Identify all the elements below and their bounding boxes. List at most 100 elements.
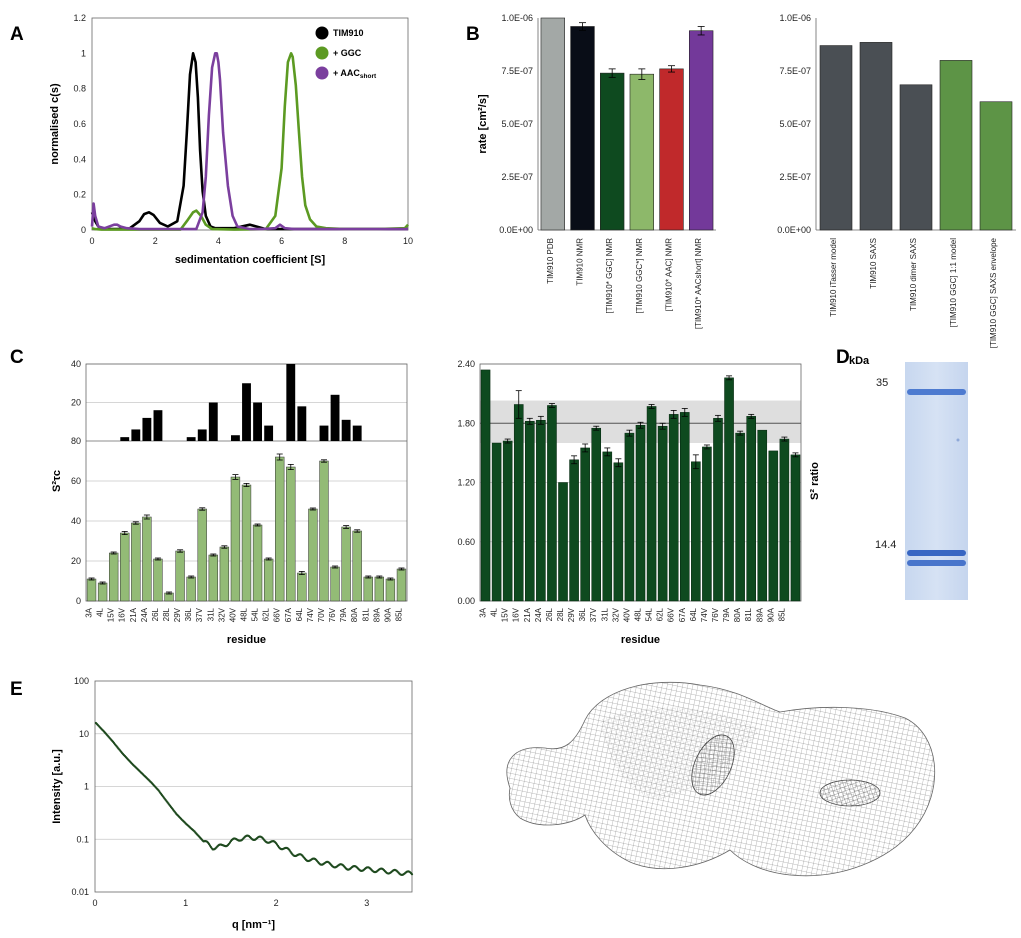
panel-c-left-top-bar-23 <box>341 419 351 441</box>
panel-c-right-bar-1 <box>491 442 502 602</box>
panel-c-left-cat-27: 90A <box>383 607 392 622</box>
panel-c-left-bar-2 <box>108 552 119 602</box>
panel-c-left-ytick-2: 40 <box>71 516 81 526</box>
panel-c-right-cat-15: 54L <box>645 607 654 621</box>
panel-c-left-cat-24: 80A <box>350 607 359 622</box>
panel-c-right-cat-1: 4L <box>490 607 499 616</box>
panel-c-right-cat-9: 36L <box>578 607 587 621</box>
panel-c-right-cat-24: 81L <box>744 607 753 621</box>
panel-c-left-cat-0: 3A <box>85 607 94 617</box>
panel-a-ytick-1: 0.2 <box>73 190 86 200</box>
panel-c-left-bar-24 <box>352 530 362 602</box>
panel-b-right-bar-0 <box>819 45 853 231</box>
panel-c-right-bar-16 <box>657 425 668 602</box>
panel-b-right-bar-2 <box>899 84 933 231</box>
panel-c-right-bar-22 <box>724 377 734 602</box>
panel-c-left-top-bar-15 <box>253 402 262 441</box>
saxs-envelope-mesh <box>506 681 936 877</box>
panel-c-right-cat-5: 24A <box>534 607 543 622</box>
panel-c-right-cat-10: 37V <box>589 607 598 622</box>
panel-c-right-ytick-4: 2.40 <box>457 359 475 369</box>
panel-a-legend-marker-1 <box>315 46 329 60</box>
panel-a-xlabel: sedimentation coefficient [S] <box>175 254 326 266</box>
panel-a-series-2 <box>90 52 408 231</box>
panel-c-right-cat-2: 15V <box>501 607 510 622</box>
panel-c-left-bar-16 <box>263 558 274 602</box>
panel-c-left-top-bar-13 <box>231 435 240 441</box>
panel-c-right-bar-20 <box>702 446 712 602</box>
panel-c-right-bar-26 <box>768 450 779 602</box>
panel-b-right-bar-1 <box>859 42 893 231</box>
panel-c-right-bar-23 <box>735 432 745 602</box>
panel-c-left-cat-6: 26L <box>151 607 160 621</box>
panel-c-left-cat-20: 74V <box>306 607 315 622</box>
panel-c-right-bar-18 <box>679 412 690 602</box>
panel-c-right-cat-0: 3A <box>479 607 488 617</box>
panel-a-ytick-2: 0.4 <box>73 154 86 164</box>
panel-e-chart: 0.01 0.1 1 10 100 0 1 2 3 q [nm⁻¹] Intensity [a.u.… <box>51 676 414 931</box>
panel-c-left-cat-28: 85L <box>394 607 403 621</box>
envelope-inner-ridge <box>600 707 760 800</box>
panel-c-left-cat-8: 29V <box>173 607 182 622</box>
panel-a-xtick-0: 0 <box>89 236 94 246</box>
panel-c-left-top-ytick-0: 80 <box>71 436 81 446</box>
panel-b-right-ytick-0: 0.0E+00 <box>777 225 811 235</box>
panel-e-ytick-3: 10 <box>79 729 89 739</box>
panel-b-right-cat-3: [TIM910 GGC] 1:1 model <box>949 238 958 328</box>
panel-c-right-ytick-1: 0.60 <box>457 537 475 547</box>
panel-c-left-chart: 80 20 40 0 20 40 60 3A 4L 15V 16V 21A 24A 26L 28L 29V 36… <box>51 359 408 646</box>
panel-a-xtick-4: 8 <box>342 236 347 246</box>
panel-c-left-ylabel: S²τc <box>51 470 63 492</box>
panel-e-ytick-1: 0.1 <box>76 834 89 844</box>
panel-e-xtick-1: 1 <box>183 898 188 908</box>
panel-b-left-ytick-2: 5.0E-07 <box>501 119 533 129</box>
panel-c-right-cat-20: 74V <box>700 607 709 622</box>
panel-c-right-bar-4 <box>525 421 535 602</box>
gel-band-14b <box>907 560 966 566</box>
panel-a-series-1 <box>91 52 409 231</box>
panel-b-right-ytick-1: 2.5E-07 <box>779 172 811 182</box>
panel-c-left-cat-10: 37V <box>195 607 204 622</box>
panel-c-right-bar-10 <box>591 427 602 602</box>
panel-c-right-cat-8: 29V <box>567 607 576 622</box>
panel-c-left-cat-23: 79A <box>339 607 348 622</box>
panel-e-point-349 <box>410 873 414 876</box>
panel-a-ylabel: normalised c(s) <box>49 83 61 165</box>
panel-c-left-xlabel: residue <box>227 634 266 646</box>
panel-c-left-cat-2: 15V <box>107 607 116 622</box>
panel-b-left-chart: 0.0E+00 2.5E-07 5.0E-07 7.5E-07 1.0E-06 TIM91… <box>477 13 716 329</box>
panel-b-right-cat-4: [TIM910 GGC] SAXS envelope <box>989 237 998 348</box>
panel-c-left-bar-3 <box>120 532 130 602</box>
panel-c-right-cat-6: 26L <box>545 607 554 621</box>
panel-b-right-cat-0: TIM910 iTasser model <box>829 238 838 317</box>
panel-c-right-cat-3: 16V <box>512 607 521 622</box>
gel-band-35 <box>907 389 966 395</box>
panel-c-right-cat-4: 21A <box>523 607 532 622</box>
panel-c-right-bar-9 <box>580 447 590 602</box>
panel-c-right-cat-16: 62L <box>656 607 665 621</box>
panel-c-left-bar-10 <box>197 508 207 602</box>
gel-unit-label: kDa <box>849 355 870 367</box>
panel-c-right-bar-24 <box>746 416 756 602</box>
panel-c-right-bar-19 <box>691 461 701 602</box>
panel-c-left-top-bar-22 <box>330 394 340 441</box>
panel-c-right-cat-27: 85L <box>777 607 786 621</box>
panel-c-left-top-bar-18 <box>286 364 296 441</box>
panel-c-left-cat-11: 31L <box>206 607 215 621</box>
panel-e-xtick-2: 2 <box>274 898 279 908</box>
panel-c-left-top-bar-3 <box>120 437 130 441</box>
panel-b-right-ytick-4: 1.0E-06 <box>779 13 811 23</box>
panel-c-right-bar-6 <box>547 405 557 602</box>
panel-c-right-cat-19: 64L <box>689 607 698 621</box>
panel-a-ytick-0: 0 <box>81 225 86 235</box>
panel-c-left-ytick-3: 60 <box>71 476 81 486</box>
panel-label-e: E <box>10 679 23 700</box>
panel-b-left-ytick-4: 1.0E-06 <box>501 13 533 23</box>
panel-c-left-bar-17 <box>275 456 285 602</box>
panel-c-right-bar-13 <box>624 432 635 602</box>
panel-c-right-cat-25: 89A <box>755 607 764 622</box>
panel-c-right-cat-12: 32V <box>611 607 620 622</box>
panel-c-left-bar-8 <box>175 550 185 602</box>
panel-b-left-cat-3: [TIM910 GGC*] NMR <box>635 238 644 314</box>
